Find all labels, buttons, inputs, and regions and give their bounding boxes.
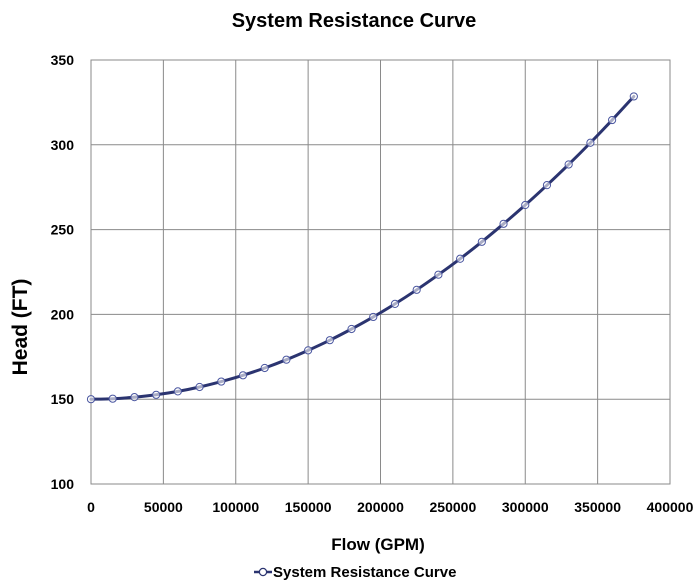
x-tick-label: 300000: [502, 499, 549, 515]
x-tick-label: 50000: [144, 499, 183, 515]
data-point: [586, 138, 595, 147]
data-point: [608, 115, 617, 125]
x-axis-label: Flow (GPM): [331, 535, 424, 554]
plot-area: [90, 59, 671, 485]
legend-marker: [258, 567, 268, 577]
data-point: [499, 219, 508, 228]
y-tick-label: 100: [51, 476, 75, 492]
chart-title: System Resistance Curve: [232, 10, 477, 32]
x-tick-label: 150000: [285, 499, 332, 515]
x-tick-label: 200000: [357, 499, 404, 515]
data-point: [564, 160, 573, 169]
data-point: [325, 336, 334, 345]
x-tick-label: 350000: [574, 499, 621, 515]
data-point: [152, 390, 161, 399]
data-point: [456, 254, 465, 263]
data-point: [173, 387, 182, 396]
x-tick-label: 400000: [647, 499, 694, 515]
y-tick-label: 250: [51, 222, 75, 238]
legend-label: System Resistance Curve: [273, 564, 456, 581]
data-point: [347, 324, 356, 334]
data-point: [390, 299, 400, 308]
data-point: [304, 346, 313, 355]
x-tick-label: 0: [87, 499, 95, 515]
x-tick-label: 100000: [212, 499, 259, 515]
y-tick-label: 200: [51, 306, 75, 322]
data-point: [629, 92, 638, 101]
data-point: [217, 377, 226, 386]
data-point: [477, 237, 486, 246]
data-point: [434, 270, 443, 279]
data-point: [108, 394, 117, 403]
data-point: [412, 285, 421, 294]
data-points: [86, 92, 638, 404]
data-point: [369, 312, 378, 322]
series-line-system-resistance-curve: [89, 94, 636, 401]
grid-lines: [90, 59, 671, 485]
y-axis-label: Head (FT): [9, 279, 32, 376]
x-tick-label: 250000: [430, 499, 477, 515]
data-point: [542, 181, 552, 190]
y-tick-label: 300: [51, 137, 75, 153]
data-point: [86, 395, 96, 404]
tick-labels: 0 50000 100000 150000 200000 250000 300000 3500…: [51, 52, 694, 515]
data-point: [282, 355, 291, 364]
data-point: [195, 382, 204, 392]
legend: System Resistance Curve: [254, 564, 456, 581]
data-point: [238, 371, 248, 380]
data-point: [130, 393, 139, 402]
data-point: [260, 363, 269, 373]
y-tick-label: 350: [51, 52, 75, 68]
y-tick-label: 150: [51, 391, 75, 407]
data-point: [521, 200, 530, 210]
